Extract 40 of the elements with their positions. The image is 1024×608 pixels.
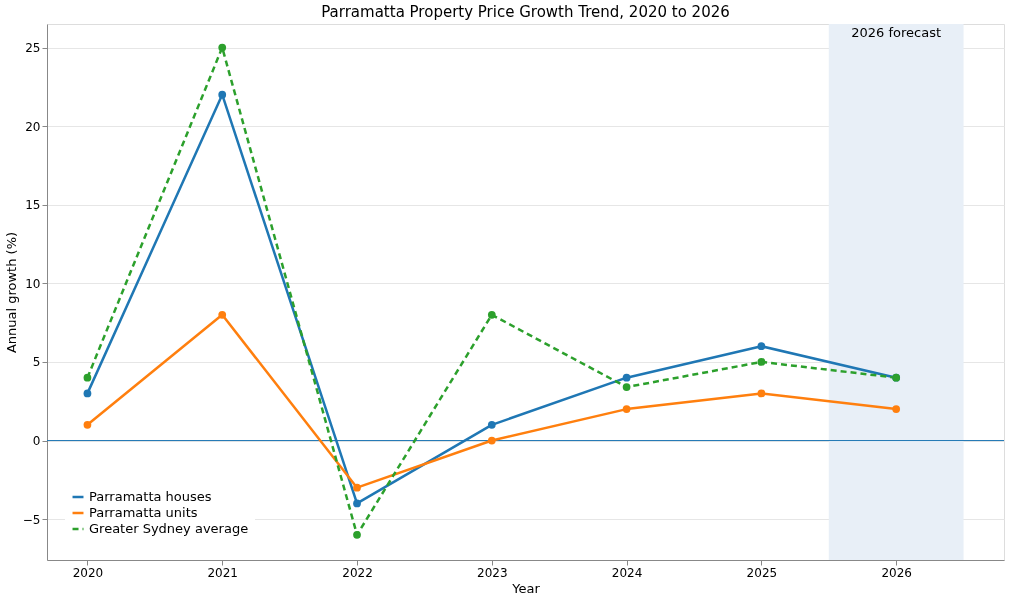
point xyxy=(757,358,766,366)
y-tick-label: 15 xyxy=(25,198,41,213)
x-axis-title: Year xyxy=(511,580,541,596)
y-tick-label: −5 xyxy=(22,512,41,527)
point xyxy=(218,43,227,52)
x-tick-label: 2023 xyxy=(477,565,508,580)
legend-label: Parramatta units xyxy=(89,505,198,520)
point xyxy=(218,90,227,99)
point xyxy=(622,373,631,382)
point xyxy=(83,420,92,429)
legend-label: Parramatta houses xyxy=(89,489,212,504)
x-tick-label: 2024 xyxy=(611,565,643,580)
y-tick-label: 25 xyxy=(25,41,41,56)
legend-label: Greater Sydney average xyxy=(89,521,249,536)
y-tick-label: 20 xyxy=(25,119,41,134)
point xyxy=(487,420,496,429)
point xyxy=(487,436,496,445)
point xyxy=(353,483,361,492)
point xyxy=(892,405,901,413)
x-tick-label: 2022 xyxy=(342,565,373,580)
point xyxy=(757,342,766,351)
point xyxy=(622,405,631,413)
point xyxy=(83,389,92,398)
x-tick-label: 2025 xyxy=(746,565,778,580)
point xyxy=(622,383,631,391)
y-axis-title: Annual growth (%) xyxy=(3,231,19,354)
point xyxy=(757,389,766,398)
y-tick-label: 5 xyxy=(32,355,41,370)
point xyxy=(218,310,227,319)
point xyxy=(487,310,496,319)
y-tick-label: 10 xyxy=(25,276,41,291)
point xyxy=(353,499,361,508)
x-tick-label: 2026 xyxy=(881,565,912,580)
point xyxy=(353,530,361,539)
point xyxy=(83,373,92,382)
chart-title: Parramatta Property Price Growth Trend, 2020 to 2026 xyxy=(321,3,730,21)
x-tick-label: 2020 xyxy=(72,565,104,580)
x-tick-label: 2021 xyxy=(207,565,238,580)
band-label: 2026 forecast xyxy=(851,25,942,40)
y-tick-label: 0 xyxy=(32,434,41,449)
